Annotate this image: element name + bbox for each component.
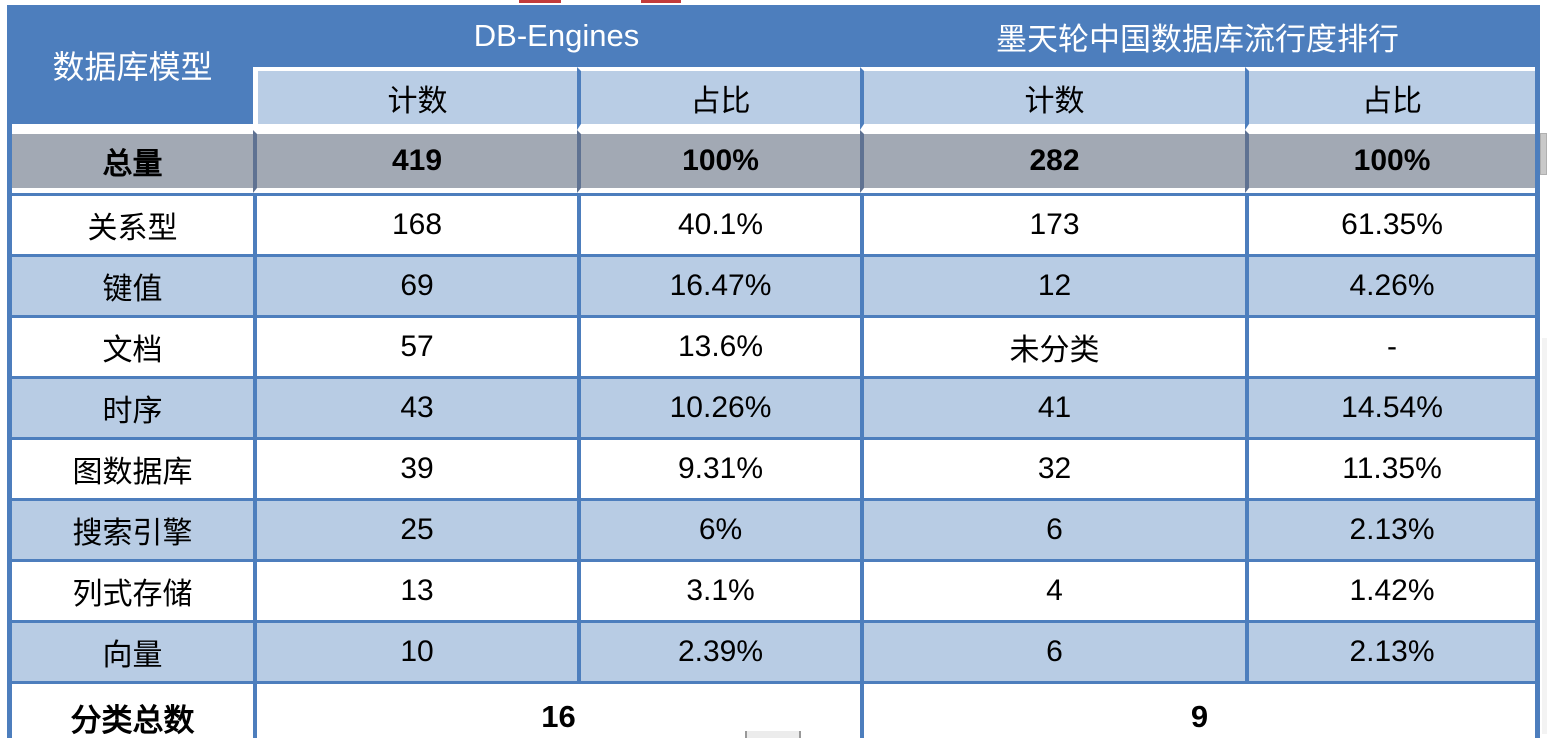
subheader-row: 计数 占比 计数 占比	[12, 67, 1536, 130]
cell-db-share: 16.47%	[577, 254, 861, 315]
vertical-scrollbar-thumb[interactable]	[1540, 133, 1547, 175]
cell-modb-share: 2.13%	[1245, 620, 1536, 681]
cell-db-count: 43	[253, 376, 577, 437]
cell-modb-count: 32	[860, 437, 1246, 498]
cell-db-count: 25	[253, 498, 577, 559]
cropped-red-text-fragment	[519, 0, 561, 3]
cell-db-count: 168	[253, 193, 577, 254]
table-row-category-total: 分类总数 16 9	[12, 681, 1536, 738]
table-row-time-series: 时序 43 10.26% 41 14.54%	[12, 376, 1536, 437]
row-label: 总量	[12, 130, 253, 193]
cell-db-share: 2.39%	[577, 620, 861, 681]
row-label: 列式存储	[12, 559, 253, 620]
cell-modb-share: 100%	[1245, 130, 1536, 193]
table-row-key-value: 键值 69 16.47% 12 4.26%	[12, 254, 1536, 315]
group-header-db-engines: DB-Engines	[253, 5, 861, 67]
table-row-document: 文档 57 13.6% 未分类 -	[12, 315, 1536, 376]
subheader-db-count: 计数	[253, 67, 577, 130]
cell-db-share: 6%	[577, 498, 861, 559]
table-row-search-engine: 搜索引擎 25 6% 6 2.13%	[12, 498, 1536, 559]
cell-modb-category-total: 9	[860, 681, 1536, 738]
row-label: 时序	[12, 376, 253, 437]
cell-modb-count: 282	[860, 130, 1246, 193]
cell-db-share: 10.26%	[577, 376, 861, 437]
cell-db-category-total: 16	[253, 681, 861, 738]
row-label: 分类总数	[12, 681, 253, 738]
cell-modb-share: 11.35%	[1245, 437, 1536, 498]
vertical-scrollbar-track[interactable]	[1542, 338, 1547, 734]
cell-db-share: 3.1%	[577, 559, 861, 620]
cell-modb-share: 4.26%	[1245, 254, 1536, 315]
table-row-graph: 图数据库 39 9.31% 32 11.35%	[12, 437, 1536, 498]
cell-modb-count: 12	[860, 254, 1246, 315]
row-label: 图数据库	[12, 437, 253, 498]
cell-modb-count: 173	[860, 193, 1246, 254]
cell-db-share: 40.1%	[577, 193, 861, 254]
cell-modb-count: 41	[860, 376, 1246, 437]
cell-db-share: 100%	[577, 130, 861, 193]
cell-modb-share: -	[1245, 315, 1536, 376]
row-label: 关系型	[12, 193, 253, 254]
cell-db-share: 9.31%	[577, 437, 861, 498]
subheader-modb-count: 计数	[860, 67, 1246, 130]
group-header-modb: 墨天轮中国数据库流行度排行	[860, 5, 1536, 67]
subheader-db-share: 占比	[577, 67, 861, 130]
cell-db-share: 13.6%	[577, 315, 861, 376]
corner-header-cell: 数据库模型	[12, 5, 253, 130]
subheader-modb-share: 占比	[1245, 67, 1536, 130]
table-row-relational: 关系型 168 40.1% 173 61.35%	[12, 193, 1536, 254]
cell-modb-count: 4	[860, 559, 1246, 620]
cell-db-count: 13	[253, 559, 577, 620]
cell-db-count: 57	[253, 315, 577, 376]
cell-modb-share: 61.35%	[1245, 193, 1536, 254]
cell-db-count: 39	[253, 437, 577, 498]
cell-db-count: 419	[253, 130, 577, 193]
row-label: 文档	[12, 315, 253, 376]
group-header-row: 数据库模型 DB-Engines 墨天轮中国数据库流行度排行	[12, 5, 1536, 130]
cell-modb-count: 6	[860, 498, 1246, 559]
table-row-vector: 向量 10 2.39% 6 2.13%	[12, 620, 1536, 681]
row-label: 键值	[12, 254, 253, 315]
table-row-columnar: 列式存储 13 3.1% 4 1.42%	[12, 559, 1536, 620]
cell-modb-share: 1.42%	[1245, 559, 1536, 620]
table-row-total: 总量 419 100% 282 100%	[12, 130, 1536, 193]
cell-modb-share: 14.54%	[1245, 376, 1536, 437]
horizontal-scrollbar-thumb[interactable]	[745, 731, 801, 738]
cell-modb-count: 6	[860, 620, 1246, 681]
cell-modb-count: 未分类	[860, 315, 1246, 376]
cropped-red-text-fragment	[641, 0, 681, 3]
cell-db-count: 10	[253, 620, 577, 681]
row-label: 向量	[12, 620, 253, 681]
database-model-comparison-table: 数据库模型 DB-Engines 墨天轮中国数据库流行度排行 计数 占比 计数 …	[7, 5, 1541, 738]
row-label: 搜索引擎	[12, 498, 253, 559]
cell-db-count: 69	[253, 254, 577, 315]
cell-modb-share: 2.13%	[1245, 498, 1536, 559]
